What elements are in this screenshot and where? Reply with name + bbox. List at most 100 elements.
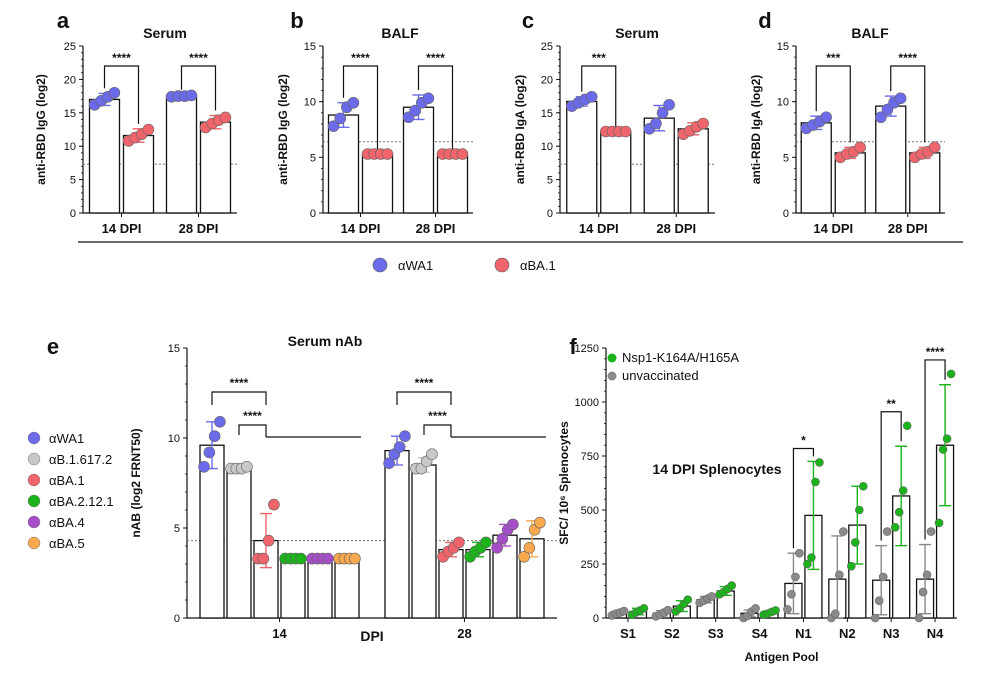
data-point — [491, 541, 503, 554]
data-point — [262, 534, 275, 547]
y-tick-label: 10 — [541, 141, 553, 153]
data-point — [795, 548, 804, 558]
data-point — [656, 107, 669, 119]
bar — [165, 95, 198, 214]
bar — [122, 134, 155, 214]
data-point — [914, 613, 924, 623]
y-axis-label: anti-RBD IgA (log2) — [749, 75, 763, 185]
data-point — [295, 552, 307, 565]
x-tick-label: N3 — [883, 626, 900, 641]
data-point — [619, 606, 629, 616]
significance-bracket — [238, 424, 267, 437]
data-point — [855, 505, 864, 515]
x-tick-label: N4 — [927, 626, 944, 641]
data-point — [942, 434, 952, 444]
x-tick-label: 14 DPI — [579, 221, 619, 236]
bar — [600, 130, 632, 214]
data-point — [870, 613, 880, 623]
significance-label: *** — [592, 51, 606, 65]
data-point — [422, 92, 435, 105]
panel-label: c — [522, 8, 534, 33]
y-axis-label: anti-RBD IgG (log2) — [276, 74, 290, 185]
legend-marker — [607, 353, 617, 363]
data-point — [922, 570, 932, 580]
data-point — [108, 86, 121, 99]
data-point — [399, 430, 411, 443]
data-point — [727, 581, 736, 590]
bar — [327, 114, 360, 214]
significance-label: **** — [415, 376, 434, 390]
panel-a: a Serum 0 5 10 15 20 25 anti-RBD IgG (log2) 14 DP… — [34, 8, 237, 236]
data-point — [663, 98, 675, 111]
significance-label: **** — [189, 51, 208, 65]
bar — [411, 464, 437, 619]
data-point — [639, 603, 649, 613]
data-point — [381, 148, 394, 160]
y-tick-label: 1000 — [575, 397, 599, 409]
data-point — [835, 570, 844, 580]
y-tick-label: 25 — [64, 41, 76, 53]
data-point — [241, 460, 253, 473]
significance-label: **** — [426, 51, 445, 65]
legend-label: αWA1 — [398, 258, 433, 273]
panel-title: Serum — [615, 25, 659, 41]
data-point — [453, 536, 465, 549]
bar — [402, 106, 435, 214]
legend-marker — [27, 473, 41, 487]
x-tick-label: S1 — [620, 626, 636, 641]
bar — [199, 121, 232, 214]
data-point — [859, 481, 868, 491]
data-point — [902, 421, 912, 431]
data-point — [934, 518, 944, 528]
data-point — [807, 553, 816, 562]
bar — [226, 467, 252, 619]
y-tick-label: 0 — [593, 613, 599, 625]
data-point — [894, 507, 904, 517]
data-point — [946, 369, 956, 379]
data-point — [771, 606, 780, 615]
x-tick-label: 28 DPI — [656, 221, 696, 236]
legend-marker — [27, 515, 41, 529]
panel-b: b BALF 0 5 10 15 anti-RBD IgG (log2) 14 DPI 28 D… — [276, 8, 473, 236]
data-point — [456, 148, 469, 160]
bar — [384, 449, 410, 619]
data-point — [219, 111, 232, 124]
legend-label: αBA.2.12.1 — [49, 494, 114, 509]
legend-label: αBA.1 — [49, 473, 85, 488]
panel-label: b — [290, 8, 303, 33]
top-legend: αWA1 αBA.1 — [372, 257, 556, 273]
bar — [280, 557, 306, 619]
y-tick-label: 15 — [777, 41, 789, 53]
data-point — [409, 104, 422, 117]
significance-bracket — [180, 65, 217, 111]
bar — [334, 557, 360, 619]
bar — [909, 152, 941, 214]
data-point — [523, 541, 536, 554]
y-tick-label: 25 — [541, 41, 553, 53]
x-tick-label: S3 — [708, 626, 724, 641]
significance-bracket — [396, 391, 452, 405]
significance-bracket — [417, 65, 454, 149]
legend-marker — [27, 452, 41, 466]
data-point — [926, 527, 936, 536]
data-point — [268, 498, 280, 511]
significance-bracket — [581, 65, 617, 127]
legend-marker — [27, 431, 41, 445]
data-point — [214, 415, 226, 428]
data-point — [791, 572, 800, 582]
x-tick-label: 28 DPI — [416, 221, 456, 236]
significance-bracket — [815, 65, 851, 143]
bar — [800, 122, 832, 214]
data-point — [496, 532, 509, 545]
legend-marker — [607, 371, 617, 381]
data-point — [851, 538, 860, 547]
panel-title: Serum — [143, 25, 187, 41]
y-tick-label: 0 — [783, 208, 789, 220]
significance-bracket — [211, 391, 267, 405]
panel-e-legend: αWA1 αB.1.617.2 αBA.1 αBA.2.12.1 αBA.4 αBA.5 — [27, 431, 114, 551]
significance-label: *** — [826, 51, 840, 65]
data-point — [882, 527, 892, 536]
y-tick-label: 0 — [174, 613, 180, 625]
data-point — [198, 460, 210, 473]
